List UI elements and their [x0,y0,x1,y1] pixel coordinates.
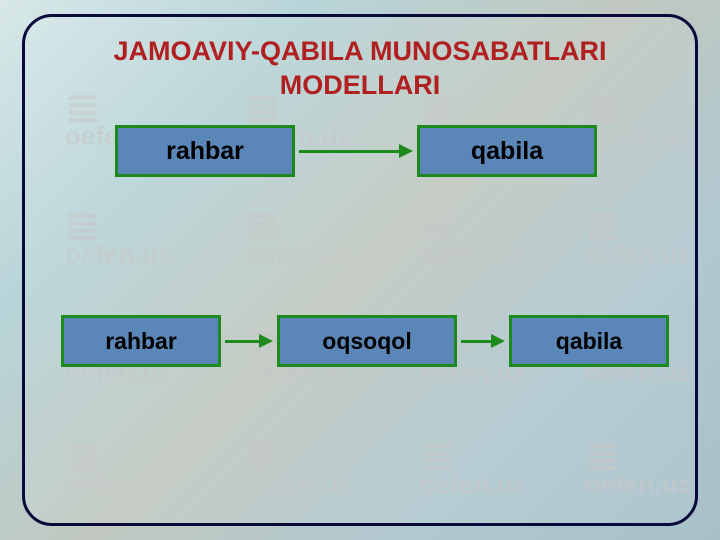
box-qabila-2: qabila [509,315,669,367]
box-rahbar-1: rahbar [115,125,295,177]
arrow-shaft [461,340,495,343]
arrow-head-icon [259,334,273,348]
watermark: ≣oefen.uz [585,99,690,152]
arrow-shaft [225,340,263,343]
watermark: ≣oefen.uz [585,447,690,500]
rounded-panel: ≣oefen.uz ≣oefen.uz ≣oefen.uz ≣oefen.uz ≣oef… [22,14,698,526]
box-label: rahbar [166,137,244,166]
watermark: ≣oefen.uz [245,217,350,270]
watermark: ≣oefen.uz [420,447,525,500]
box-label: qabila [471,137,543,166]
title-line-2: MODELLARI [280,70,440,100]
box-qabila-1: qabila [417,125,597,177]
arrow-head-icon [399,144,413,158]
watermark: ≣oefen.uz [65,447,170,500]
box-rahbar-2: rahbar [61,315,221,367]
box-oqsoqol: oqsoqol [277,315,457,367]
box-label: oqsoqol [322,328,411,355]
watermark: ≣oefen.uz [585,217,690,270]
box-label: qabila [556,328,622,355]
watermark: ≣oefen.uz [65,217,170,270]
arrow-shaft [299,150,403,153]
title-line-1: JAMOAVIY-QABILA MUNOSABATLARI [114,36,607,66]
arrow-head-icon [491,334,505,348]
watermark: ≣oefen.uz [420,217,525,270]
watermark: ≣oefen.uz [245,447,350,500]
box-label: rahbar [105,328,177,355]
page-title: JAMOAVIY-QABILA MUNOSABATLARI MODELLARI [25,35,695,103]
